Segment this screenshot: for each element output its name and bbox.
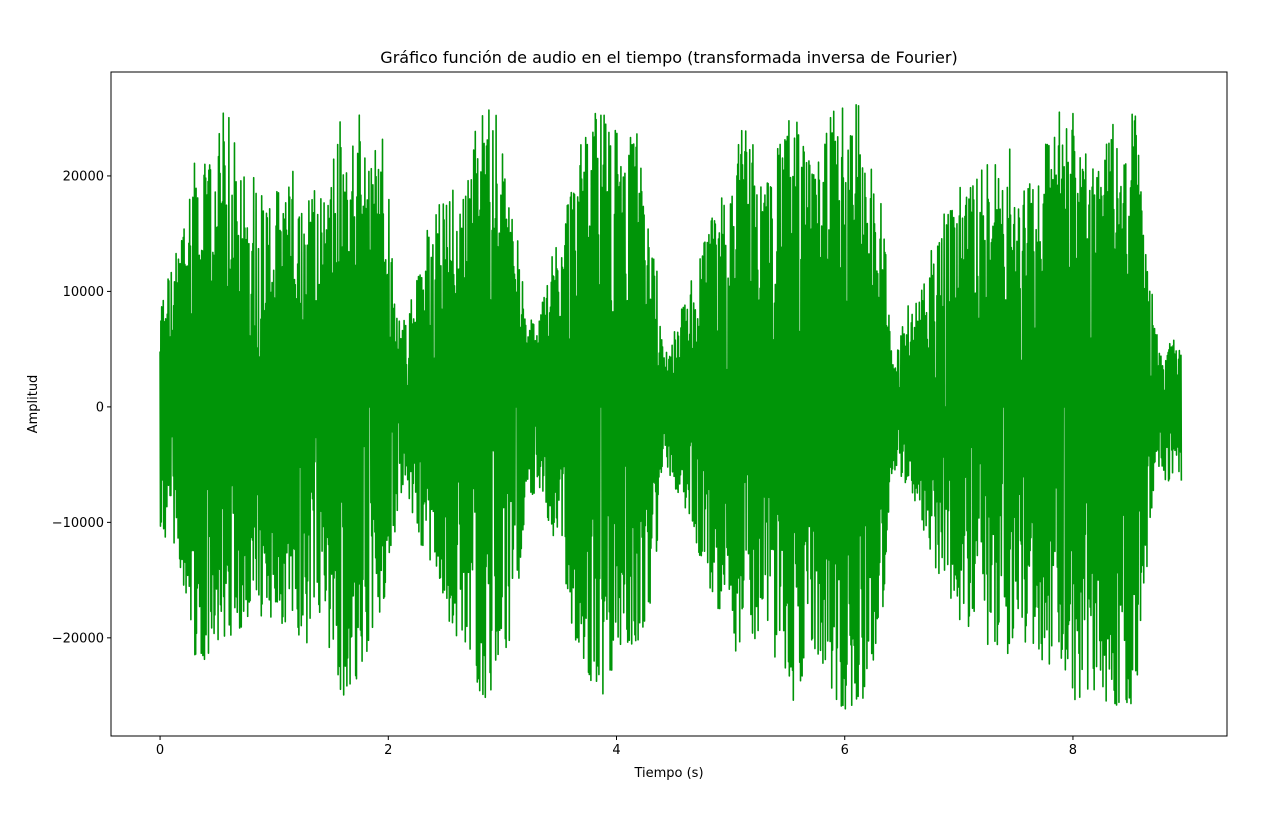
y-tick-label: −10000 — [52, 516, 104, 531]
y-tick-label: 10000 — [63, 285, 104, 300]
x-tick-label: 6 — [841, 743, 849, 758]
y-axis-label: Amplitud — [26, 375, 41, 434]
x-tick-label: 0 — [156, 743, 164, 758]
plot-frame — [110, 71, 1228, 737]
x-axis-label: Tiempo (s) — [633, 766, 703, 781]
x-tick-label: 4 — [612, 743, 620, 758]
y-tick-label: 0 — [96, 400, 104, 415]
chart-title: Gráfico función de audio en el tiempo (t… — [380, 48, 957, 67]
y-tick-label: 20000 — [63, 169, 104, 184]
y-tick-label: −20000 — [52, 631, 104, 646]
x-tick-label: 2 — [384, 743, 392, 758]
x-tick-label: 8 — [1069, 743, 1077, 758]
waveform-line — [159, 103, 1183, 710]
